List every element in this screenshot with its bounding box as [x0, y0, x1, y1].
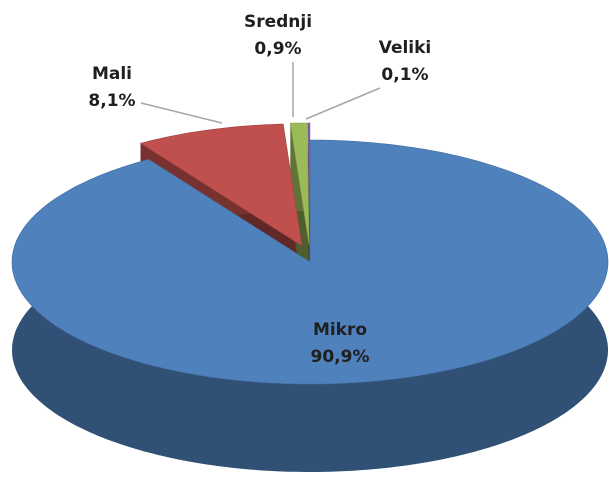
slice — [307, 122, 311, 246]
slice-label: Mali — [92, 64, 132, 84]
slice — [290, 122, 310, 246]
leader-line — [140, 102, 223, 124]
slice-label: Mikro — [313, 320, 367, 340]
slice — [139, 123, 303, 247]
slice — [11, 139, 609, 385]
value-label: 8,1% — [88, 91, 135, 111]
value-label: 0,9% — [254, 39, 301, 59]
slice-label: Srednji — [244, 12, 312, 32]
slice-label: Veliki — [379, 38, 432, 58]
value-label: 90,9% — [311, 347, 370, 367]
leader-line — [305, 87, 381, 120]
value-label: 0,1% — [381, 65, 428, 85]
